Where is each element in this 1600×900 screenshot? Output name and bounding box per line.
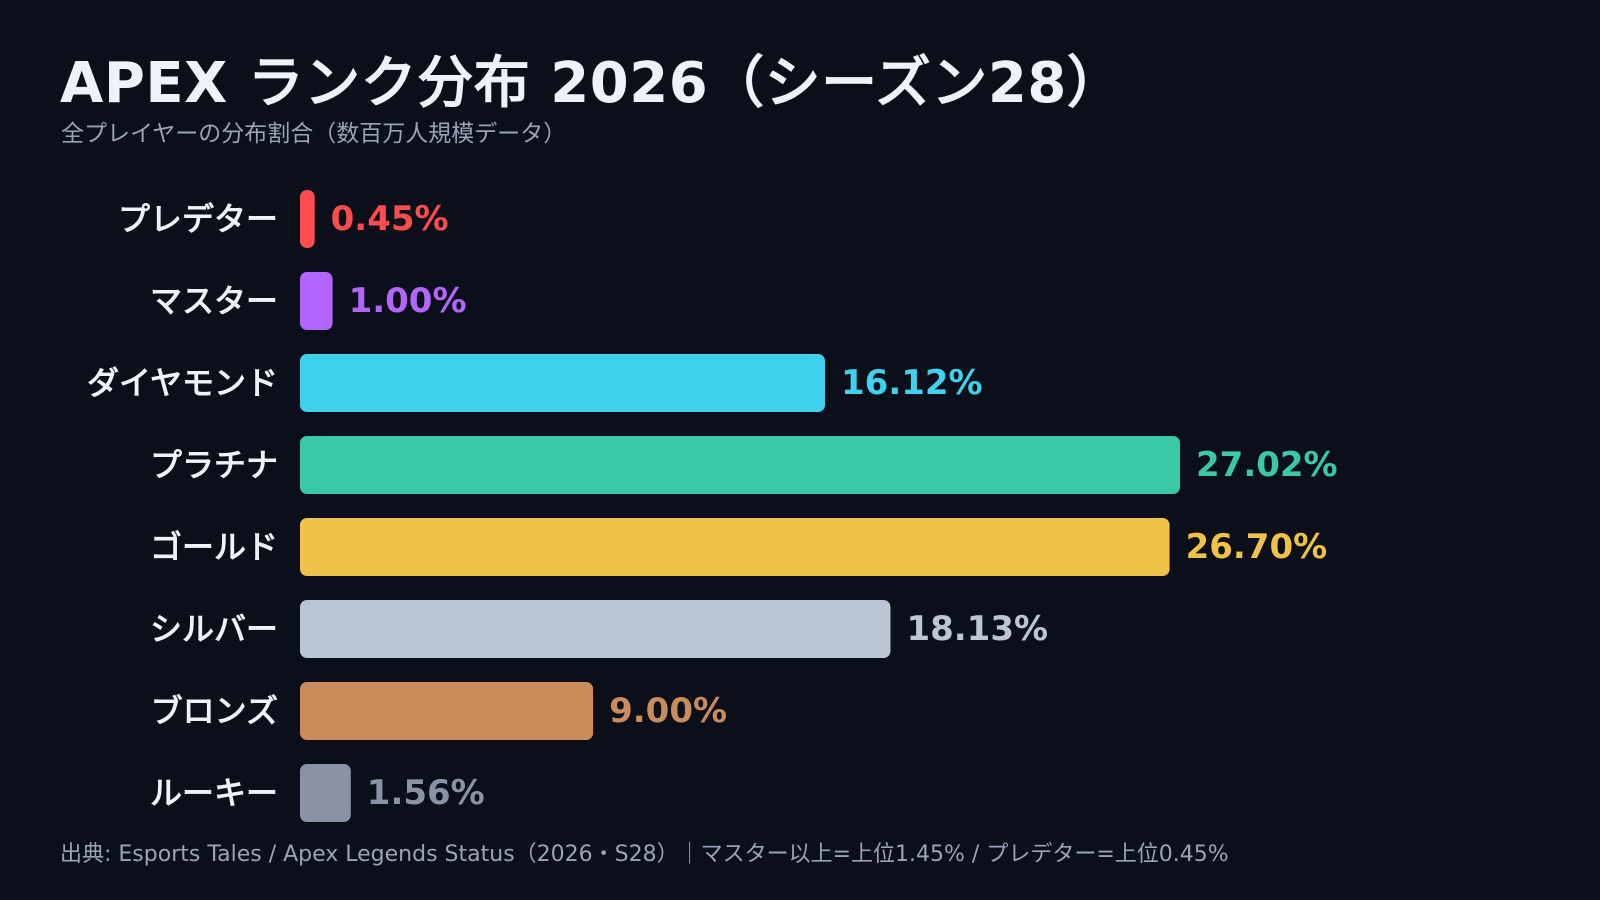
value-label: 16.12% [841, 363, 983, 403]
value-label: 9.00% [609, 691, 727, 731]
category-label: ルーキー [150, 774, 278, 812]
category-label: シルバー [150, 610, 278, 648]
value-label: 1.00% [349, 281, 467, 321]
bar [300, 764, 351, 822]
value-label: 27.02% [1196, 445, 1338, 485]
bar [300, 518, 1170, 576]
value-label: 1.56% [367, 773, 485, 813]
bar [300, 354, 826, 412]
value-label: 18.13% [906, 609, 1048, 649]
bar [300, 436, 1180, 494]
chart-title: APEX ランク分布 2026（シーズン28） [60, 51, 1124, 116]
value-label: 0.45% [331, 199, 449, 239]
category-label: プレデター [118, 200, 278, 238]
chart-subtitle: 全プレイヤーの分布割合（数百万人規模データ） [61, 121, 567, 147]
bar [300, 272, 333, 330]
bar [300, 600, 891, 658]
source-note: 出典: Esports Tales / Apex Legends Status（… [60, 842, 1229, 867]
category-label: ブロンズ [151, 692, 278, 730]
category-label: ダイヤモンド [87, 364, 278, 402]
bar [300, 190, 315, 248]
category-label: プラチナ [150, 446, 278, 484]
value-label: 26.70% [1186, 527, 1328, 567]
bar [300, 682, 594, 740]
category-label: ゴールド [150, 528, 278, 566]
category-label: マスター [150, 282, 278, 320]
